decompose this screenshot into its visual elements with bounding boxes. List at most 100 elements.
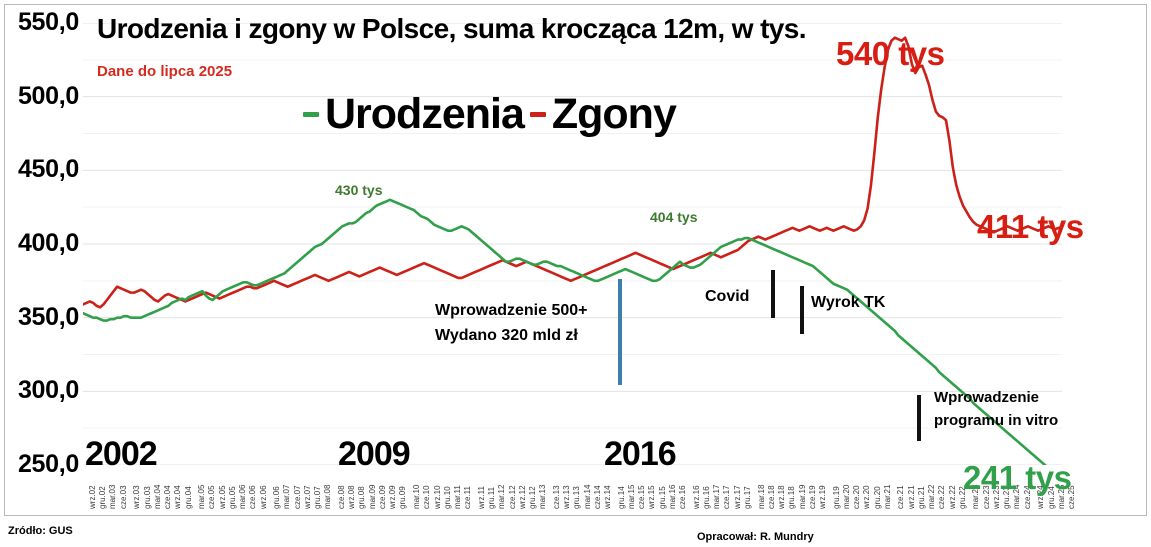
x-axis-tick-label: cze.11 (463, 486, 473, 509)
x-axis-tick-label: mar.19 (797, 484, 807, 509)
x-axis-tick-label: mar.18 (756, 484, 766, 509)
plot-area (83, 23, 1062, 465)
annotation-430-tys: 430 tys (335, 182, 383, 198)
y-axis-tick-label: 450,0 (17, 155, 79, 184)
x-axis-tick-label: cze.15 (637, 485, 647, 509)
x-axis-tick-label: mar.21 (882, 484, 892, 509)
x-axis-tick-label: cze.16 (678, 485, 688, 509)
chart-legend: Urodzenia Zgony (303, 90, 677, 138)
x-axis-tick-label: wrz.21 (906, 485, 916, 509)
annotation-invitro-line1: Wprowadzenie (934, 389, 1040, 406)
legend-item-deaths: Zgony (529, 93, 677, 136)
x-axis-tick-label: mar.11 (452, 485, 462, 509)
x-axis-tick-label: wrz.06 (258, 485, 268, 509)
x-axis-tick-label: wrz.08 (347, 485, 357, 509)
x-axis-tick-label: gru.09 (398, 486, 408, 509)
footer-author: Opracował: R. Mundry (697, 531, 814, 543)
x-axis-tick-label: gru.02 (98, 486, 108, 509)
x-axis-tick-label: cze.09 (377, 485, 387, 509)
x-axis-tick-label: mar.03 (108, 484, 118, 509)
x-axis-tick-label: cze.18 (766, 485, 776, 509)
x-axis-tick-label: gru.06 (272, 486, 282, 509)
x-axis-tick-label: wrz.09 (388, 485, 398, 509)
x-axis-tick-label: gru.16 (702, 486, 711, 509)
series-line-deaths (83, 36, 1062, 309)
event-marker-covid (771, 270, 775, 318)
year-label-2009: 2009 (338, 435, 411, 473)
legend-label-births: Urodzenia (325, 90, 525, 138)
x-axis-tick-label: wrz.14 (603, 485, 613, 509)
x-axis-tick-label: cze.08 (337, 485, 346, 509)
annotation-241-tys: 241 tys (963, 459, 1072, 496)
x-axis-tick-label: gru.18 (787, 486, 797, 509)
y-axis-tick-label: 350,0 (17, 302, 79, 331)
x-axis-tick-label: wrz.12 (517, 485, 527, 509)
event-marker-invitro (917, 395, 921, 441)
x-axis-tick-label: cze.21 (896, 485, 906, 509)
x-axis-tick-label: cze.22 (937, 485, 947, 509)
x-axis-tick-label: cze.03 (118, 485, 128, 509)
event-marker-wyrok-tk (800, 286, 804, 334)
x-axis-tick-label: wrz.18 (777, 485, 787, 509)
x-axis-tick-label: wrz.07 (302, 485, 312, 509)
legend-item-births: Urodzenia (303, 90, 525, 138)
x-axis-tick-label: gru.11 (487, 486, 497, 509)
x-axis-tick-label: wrz.20 (862, 485, 872, 509)
x-axis-tick-label: gru.14 (616, 486, 626, 509)
legend-swatch-red-icon (529, 112, 546, 117)
x-axis-tick-label: gru.08 (357, 486, 367, 509)
x-axis-tick-label: gru.05 (227, 486, 237, 509)
x-axis-tick-label: cze.20 (852, 485, 862, 509)
annotation-411-tys: 411 tys (977, 208, 1084, 245)
y-axis-tick-label: 550,0 (17, 8, 79, 36)
x-axis-tick-label: mar.10 (412, 484, 422, 509)
x-axis-tick-label: gru.19 (831, 486, 841, 509)
x-axis-tick-label: gru.10 (442, 486, 452, 509)
x-axis: wrz.02 gru.02 mar.03 cze.03 wrz.03 gru.03 mar.… (83, 467, 1076, 515)
x-axis-tick-label: gru.21 (916, 486, 926, 509)
x-axis-tick-label: mar.20 (841, 484, 851, 509)
x-axis-tick-label: mar.07 (282, 484, 292, 509)
x-axis-tick-label: cze.17 (722, 485, 732, 509)
x-axis-tick-label: wrz.15 (647, 485, 657, 509)
y-axis-tick-label: 250,0 (17, 450, 79, 478)
x-axis-tick-label: mar.05 (197, 484, 207, 509)
annotation-wyrok-tk: Wyrok TK (811, 294, 886, 311)
x-axis-tick-label: wrz.17 (732, 485, 742, 509)
chart-title: Urodzenia i zgony w Polsce, suma krocząc… (97, 13, 807, 44)
x-axis-tick-label: mar.15 (626, 484, 636, 509)
x-axis-tick-label: wrz.04 (173, 485, 183, 509)
chart-subtitle: Dane do lipca 2025 (97, 63, 233, 80)
x-axis-tick-label: gru.17 (742, 486, 752, 509)
x-axis-tick-label: mar.14 (582, 484, 592, 509)
x-axis-tick-label: gru.03 (142, 486, 152, 509)
x-axis-tick-label: cze.19 (807, 485, 817, 509)
x-axis-tick-label: wrz.02 (88, 485, 97, 509)
series-line-births (83, 198, 1047, 465)
x-axis-tick-label: mar.06 (238, 484, 248, 509)
year-label-2016: 2016 (604, 435, 677, 473)
event-marker-500plus (618, 279, 622, 385)
x-axis-tick-label: mar.09 (367, 484, 377, 509)
x-axis-tick-label: cze.14 (592, 485, 602, 509)
annotation-covid: Covid (705, 288, 750, 305)
x-axis-tick-label: gru.07 (313, 486, 323, 509)
y-axis-tick-label: 400,0 (17, 229, 79, 257)
annotation-500plus-line2: Wydano 320 mld zł (435, 327, 578, 344)
x-axis-tick-label: gru.13 (572, 486, 582, 509)
x-axis-tick-label: wrz.22 (947, 485, 957, 509)
annotation-404-tys: 404 tys (650, 209, 698, 225)
annotation-540-tys: 540 tys (836, 35, 945, 72)
x-axis-tick-label: cze.04 (163, 485, 173, 509)
x-axis-tick-label: cze.12 (507, 485, 517, 509)
x-axis-tick-label: cze.10 (422, 485, 432, 509)
y-axis-tick-label: 500,0 (17, 81, 79, 110)
x-axis-tick-label: mar.04 (152, 484, 162, 509)
x-axis-tick-label: wrz.11 (476, 486, 486, 509)
x-axis-tick-label: gru.12 (528, 486, 538, 509)
series-canvas (83, 23, 1062, 465)
x-axis-tick-label: gru.04 (183, 486, 193, 509)
chart-frame: 250,0 300,0 350,0 400,0 450,0 500,0 550,0 wrz.… (4, 4, 1147, 516)
x-axis-tick-label: wrz.13 (562, 485, 572, 509)
